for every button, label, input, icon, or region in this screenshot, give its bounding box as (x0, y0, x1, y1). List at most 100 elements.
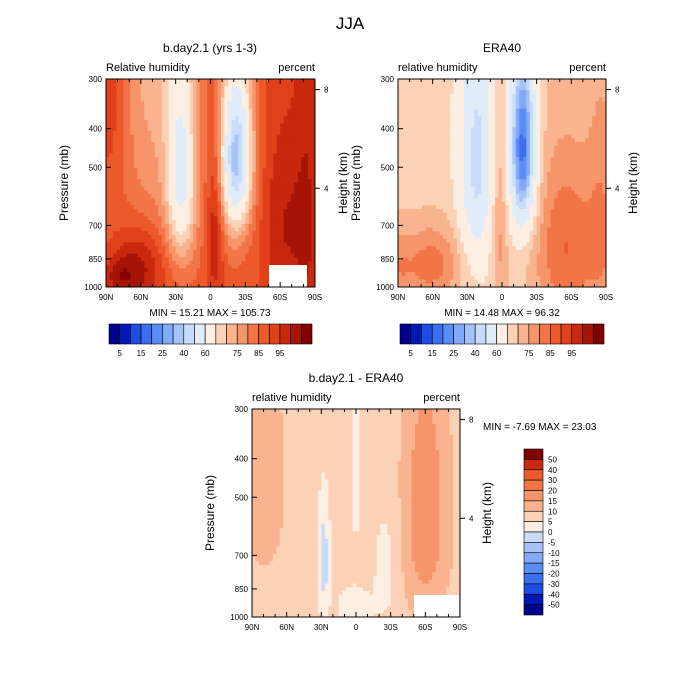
heatmap-cell (432, 134, 437, 139)
heatmap-cell (140, 235, 145, 240)
heatmap-cell (248, 153, 253, 158)
heatmap-cell (133, 119, 138, 124)
heatmap-cell (203, 86, 208, 91)
heatmap-cell (234, 127, 239, 132)
x-tick-label: 0 (208, 293, 213, 302)
heatmap-cell (112, 123, 117, 128)
heatmap-cell (165, 101, 170, 106)
heatmap-cell (304, 149, 309, 154)
heatmap-cell (112, 134, 117, 139)
heatmap-cell (234, 201, 239, 206)
heatmap-cell (436, 119, 440, 124)
heatmap-cell (571, 101, 576, 106)
heatmap-cell (411, 93, 416, 98)
heatmap-cell (408, 82, 413, 87)
heatmap-cell (207, 79, 211, 84)
heatmap-cell (234, 168, 239, 173)
heatmap-cell (186, 164, 190, 169)
heatmap-cell (432, 127, 437, 132)
heatmap-cell (248, 268, 253, 273)
heatmap-cell (186, 197, 190, 202)
heatmap-cell (109, 194, 114, 199)
heatmap-cell (175, 227, 180, 232)
heatmap-cell (161, 179, 166, 184)
heatmap-cell (231, 82, 236, 87)
heatmap-cell (220, 272, 225, 277)
heatmap-cell (311, 235, 316, 240)
heatmap-cell (308, 197, 312, 202)
heatmap-cell (168, 190, 173, 195)
heatmap-cell (165, 93, 170, 98)
heatmap-cell (276, 209, 281, 214)
heatmap-cell (182, 190, 187, 195)
heatmap-cell (234, 261, 239, 266)
heatmap-cell (130, 194, 135, 199)
heatmap-cell (196, 246, 201, 251)
heatmap-cell (207, 157, 211, 162)
heatmap-cell (154, 171, 159, 176)
heatmap-cell (213, 197, 218, 202)
heatmap-cell (220, 264, 225, 269)
heatmap-cell (467, 134, 472, 139)
heatmap-cell (210, 127, 215, 132)
heatmap-cell (234, 175, 239, 180)
heatmap-cell (266, 86, 271, 91)
heatmap-cell (193, 261, 197, 266)
heatmap-cell (154, 119, 159, 124)
heatmap-cell (554, 164, 558, 169)
heatmap-cell (595, 138, 600, 143)
heatmap-cell (168, 145, 173, 150)
heatmap-cell (189, 127, 194, 132)
heatmap-cell (311, 171, 316, 176)
heatmap-cell (196, 238, 201, 243)
heatmap-cell (283, 242, 288, 247)
heatmap-cell (467, 93, 472, 98)
heatmap-cell (297, 149, 302, 154)
heatmap-cell (439, 112, 444, 117)
heatmap-cell (123, 186, 128, 191)
heatmap-cell (179, 153, 184, 158)
heatmap-cell (186, 183, 190, 188)
heatmap-cell (189, 112, 194, 117)
heatmap-cell (119, 242, 124, 247)
heatmap-cell (571, 164, 576, 169)
heatmap-cell (133, 275, 138, 280)
heatmap-cell (301, 186, 305, 191)
heatmap-cell (488, 153, 492, 158)
heatmap-cell (200, 183, 204, 188)
heatmap-cell (304, 246, 309, 251)
heatmap-cell (498, 157, 503, 162)
heatmap-cell (210, 145, 215, 150)
heatmap-cell (151, 272, 156, 277)
heatmap-cell (217, 108, 222, 113)
heatmap-cell (599, 119, 603, 124)
heatmap-cell (224, 231, 229, 236)
heatmap-cell (467, 105, 472, 110)
heatmap-cell (283, 175, 288, 180)
heatmap-cell (533, 86, 538, 91)
heatmap-cell (158, 253, 163, 258)
heatmap-cell (189, 171, 194, 176)
heatmap-cell (168, 168, 173, 173)
heatmap-cell (404, 82, 409, 87)
heatmap-cell (470, 105, 475, 110)
heatmap-cell (446, 131, 451, 136)
heatmap-cell (550, 145, 555, 150)
heatmap-cell (106, 134, 110, 139)
heatmap-cell (248, 253, 253, 258)
heatmap-cell (308, 190, 312, 195)
heatmap-cell (401, 142, 406, 147)
heatmap-cell (470, 149, 475, 154)
heatmap-cell (210, 97, 215, 102)
heatmap-cell (526, 157, 531, 162)
heatmap-cell (411, 82, 416, 87)
heatmap-cell (213, 183, 218, 188)
heatmap-cell (144, 186, 149, 191)
heatmap-cell (231, 93, 236, 98)
heatmap-cell (112, 249, 117, 254)
heatmap-cell (540, 127, 544, 132)
heatmap-cell (554, 93, 558, 98)
heatmap-cell (123, 149, 128, 154)
heatmap-cell (481, 160, 486, 165)
heatmap-cell (446, 160, 451, 165)
